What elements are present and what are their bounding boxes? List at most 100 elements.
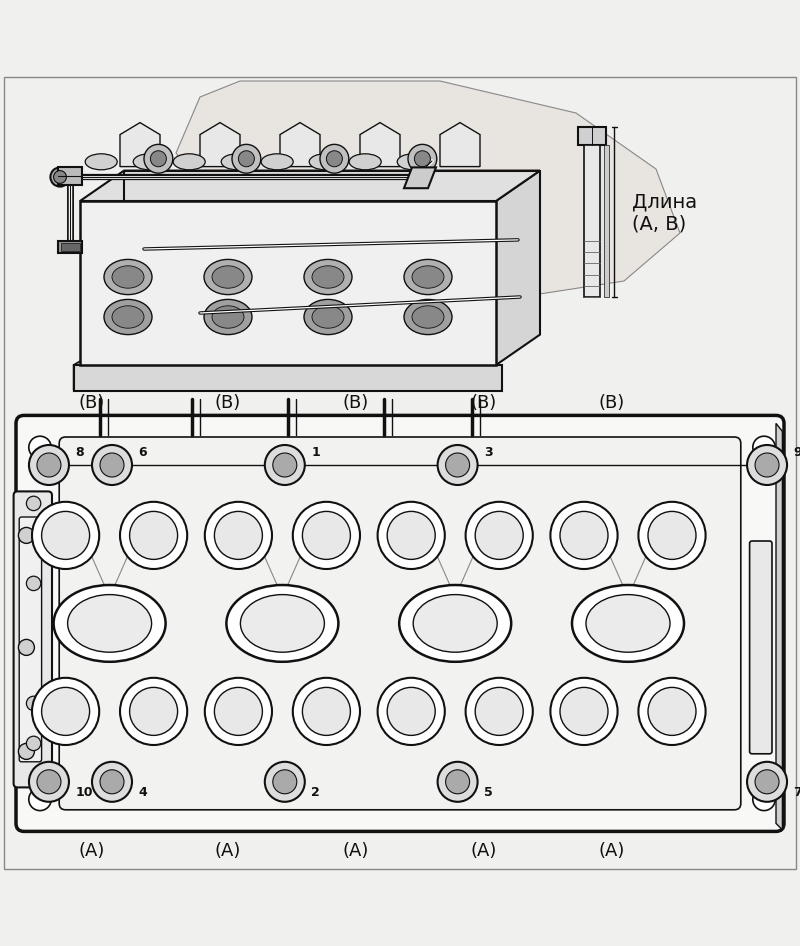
Text: 7: 7 xyxy=(794,786,800,798)
FancyBboxPatch shape xyxy=(19,517,42,762)
Ellipse shape xyxy=(262,154,294,169)
Text: 5: 5 xyxy=(484,786,493,798)
Ellipse shape xyxy=(413,595,497,652)
Ellipse shape xyxy=(309,154,341,169)
Ellipse shape xyxy=(404,299,452,335)
Circle shape xyxy=(29,762,69,802)
FancyBboxPatch shape xyxy=(16,415,784,832)
Ellipse shape xyxy=(112,266,144,289)
Ellipse shape xyxy=(586,595,670,652)
Circle shape xyxy=(638,501,706,569)
Text: (B): (B) xyxy=(599,394,625,412)
Polygon shape xyxy=(280,123,320,166)
Text: 6: 6 xyxy=(138,446,147,459)
Circle shape xyxy=(29,436,51,459)
Text: 2: 2 xyxy=(311,786,320,798)
Polygon shape xyxy=(120,123,160,166)
Circle shape xyxy=(326,150,342,166)
Bar xyxy=(61,243,80,251)
Bar xyxy=(578,128,606,145)
Text: 10: 10 xyxy=(75,786,93,798)
Text: 3: 3 xyxy=(484,446,493,459)
Circle shape xyxy=(26,736,41,750)
Circle shape xyxy=(265,762,305,802)
Ellipse shape xyxy=(312,266,344,289)
Circle shape xyxy=(378,501,445,569)
Circle shape xyxy=(29,788,51,811)
Bar xyxy=(58,167,82,185)
Text: 9: 9 xyxy=(794,446,800,459)
Circle shape xyxy=(214,688,262,735)
Circle shape xyxy=(26,576,41,590)
Circle shape xyxy=(238,150,254,166)
Circle shape xyxy=(92,445,132,485)
Polygon shape xyxy=(360,123,400,166)
Ellipse shape xyxy=(54,585,166,662)
Circle shape xyxy=(753,788,775,811)
Polygon shape xyxy=(496,170,540,365)
Circle shape xyxy=(232,145,261,173)
FancyBboxPatch shape xyxy=(750,541,772,754)
Ellipse shape xyxy=(349,154,381,169)
Circle shape xyxy=(550,501,618,569)
Circle shape xyxy=(414,150,430,166)
Circle shape xyxy=(560,688,608,735)
Text: (B): (B) xyxy=(79,394,105,412)
FancyBboxPatch shape xyxy=(59,437,741,810)
Circle shape xyxy=(755,770,779,794)
Circle shape xyxy=(37,770,61,794)
Ellipse shape xyxy=(212,266,244,289)
Circle shape xyxy=(438,762,478,802)
Circle shape xyxy=(648,688,696,735)
Text: (B): (B) xyxy=(215,394,241,412)
Circle shape xyxy=(466,501,533,569)
Circle shape xyxy=(42,512,90,559)
Ellipse shape xyxy=(212,306,244,328)
Polygon shape xyxy=(440,123,480,166)
Ellipse shape xyxy=(226,585,338,662)
Bar xyxy=(58,241,82,253)
Ellipse shape xyxy=(304,259,352,294)
Circle shape xyxy=(130,688,178,735)
Text: 4: 4 xyxy=(138,786,147,798)
Circle shape xyxy=(26,696,41,710)
Circle shape xyxy=(747,445,787,485)
Circle shape xyxy=(475,688,523,735)
Ellipse shape xyxy=(174,154,206,169)
Circle shape xyxy=(37,453,61,477)
Bar xyxy=(604,145,609,297)
Circle shape xyxy=(18,639,34,656)
Circle shape xyxy=(265,445,305,485)
Ellipse shape xyxy=(204,299,252,335)
Circle shape xyxy=(32,501,99,569)
Ellipse shape xyxy=(312,306,344,328)
Circle shape xyxy=(50,167,70,186)
Ellipse shape xyxy=(104,299,152,335)
Circle shape xyxy=(18,528,34,543)
Circle shape xyxy=(387,688,435,735)
Circle shape xyxy=(150,150,166,166)
Text: (B): (B) xyxy=(471,394,497,412)
Polygon shape xyxy=(80,201,496,365)
Text: 1: 1 xyxy=(311,446,320,459)
Circle shape xyxy=(638,677,706,745)
Ellipse shape xyxy=(86,154,118,169)
Polygon shape xyxy=(200,123,240,166)
Circle shape xyxy=(302,512,350,559)
Bar xyxy=(584,145,600,297)
Ellipse shape xyxy=(304,299,352,335)
Ellipse shape xyxy=(240,595,325,652)
Circle shape xyxy=(560,512,608,559)
Circle shape xyxy=(550,677,618,745)
Polygon shape xyxy=(74,365,502,391)
Circle shape xyxy=(273,770,297,794)
Circle shape xyxy=(92,762,132,802)
Circle shape xyxy=(214,512,262,559)
Circle shape xyxy=(755,453,779,477)
Circle shape xyxy=(130,512,178,559)
Ellipse shape xyxy=(572,585,684,662)
Text: (A): (A) xyxy=(471,842,497,860)
Circle shape xyxy=(100,770,124,794)
Circle shape xyxy=(120,501,187,569)
Text: Длина
(А, В): Длина (А, В) xyxy=(632,192,697,234)
